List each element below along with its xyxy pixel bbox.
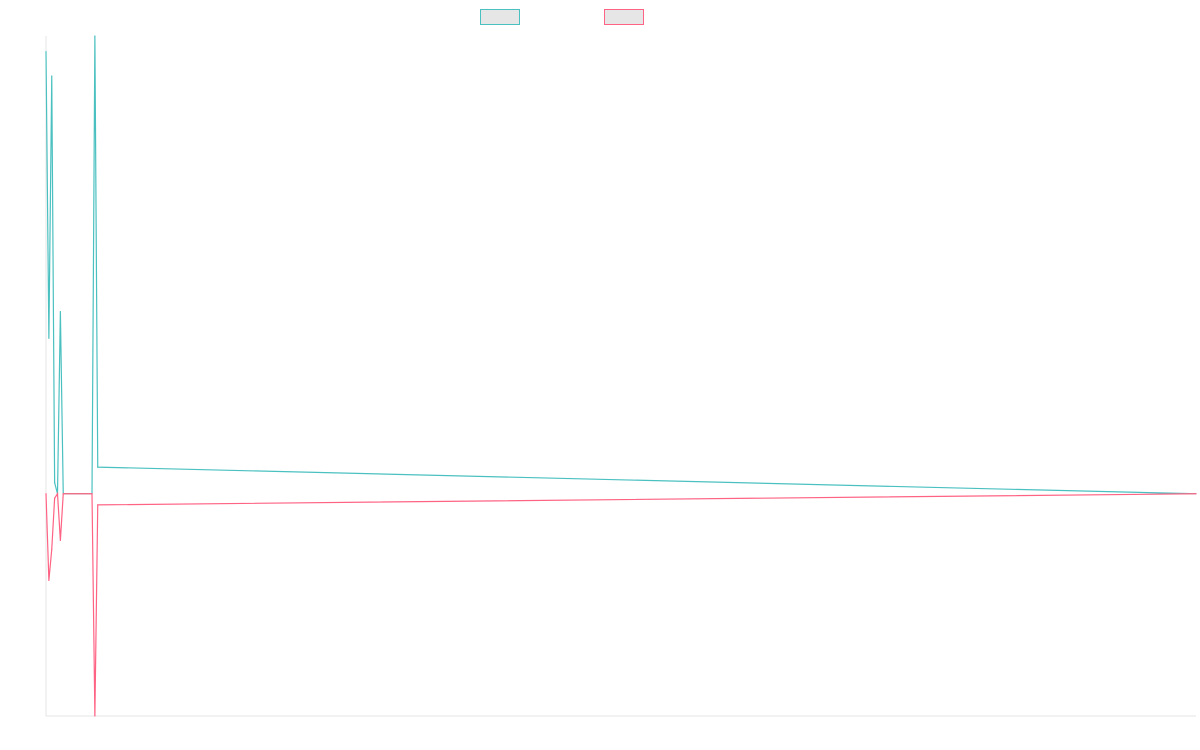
data-point-series-2 [45, 493, 47, 495]
data-point-series-2 [97, 504, 99, 506]
data-point-series-1 [45, 50, 47, 53]
data-point-series-1 [48, 337, 50, 339]
data-point-series-1 [94, 35, 96, 37]
data-point-series-2 [94, 715, 96, 717]
data-point-series-2 [91, 493, 93, 495]
data-point-series-2 [51, 548, 53, 550]
series-line-1 [45, 35, 1197, 495]
data-point-series-1 [97, 466, 99, 468]
series-layer [45, 35, 1197, 717]
data-point-series-2 [1195, 493, 1197, 495]
data-point-series-1 [59, 310, 61, 313]
data-point-series-2 [62, 493, 64, 495]
data-point-series-1 [51, 75, 53, 77]
data-point-series-1 [54, 482, 56, 484]
data-point-series-2 [48, 579, 50, 582]
data-point-series-2 [59, 539, 61, 542]
data-point-series-2 [56, 493, 59, 495]
legend-swatch-series-1[interactable] [480, 9, 520, 25]
legend-swatch-series-2[interactable] [604, 9, 644, 25]
series-line-2 [45, 491, 1197, 717]
data-point-series-2 [54, 497, 56, 499]
